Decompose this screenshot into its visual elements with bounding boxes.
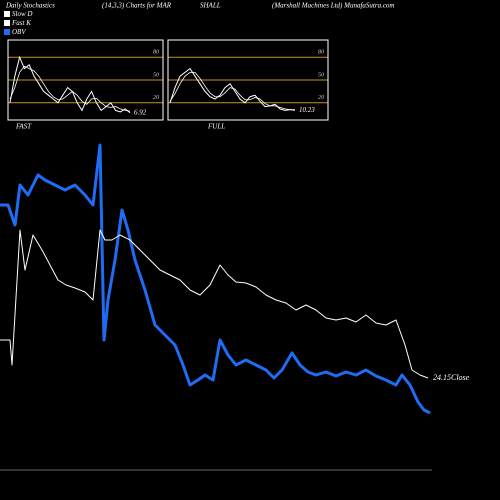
series-name: Close bbox=[451, 373, 470, 382]
stoch-line bbox=[9, 55, 131, 114]
y-tick-label: 80 bbox=[318, 50, 324, 56]
legend-label: OBV bbox=[12, 28, 26, 36]
panel-title: FULL bbox=[207, 123, 225, 131]
legend-swatch bbox=[4, 20, 10, 26]
legend-label: Slow D bbox=[12, 10, 32, 18]
value-label: 10.23 bbox=[299, 106, 315, 114]
y-tick-label: 20 bbox=[153, 95, 159, 101]
y-tick-label: 50 bbox=[318, 72, 324, 78]
y-tick-label: 20 bbox=[318, 95, 324, 101]
subtitle: (14,3,3) Charts for MAR bbox=[102, 2, 172, 10]
legend-swatch bbox=[4, 11, 10, 17]
value-label: 6.92 bbox=[134, 108, 147, 116]
y-tick-label: 50 bbox=[153, 72, 159, 78]
panel-frame bbox=[7, 39, 164, 121]
stoch-line bbox=[9, 65, 131, 112]
legend-swatch bbox=[4, 29, 10, 35]
y-tick-label: 80 bbox=[153, 50, 159, 56]
stoch-line bbox=[169, 67, 296, 111]
series-line bbox=[0, 143, 431, 415]
series-line bbox=[0, 229, 429, 379]
close-label: 24.15Close bbox=[433, 373, 470, 382]
panel-frame bbox=[167, 39, 329, 121]
legend-label: Fast K bbox=[11, 19, 31, 27]
stoch-line bbox=[169, 72, 295, 111]
panel-title: FAST bbox=[15, 123, 32, 131]
value-label: 24.15 bbox=[433, 373, 451, 382]
chart-title: Daily Stochastics bbox=[5, 2, 55, 10]
subtitle: SHALL bbox=[200, 2, 221, 10]
subtitle: (Marshall Machines Ltd) MunafaSutra.com bbox=[272, 2, 395, 10]
